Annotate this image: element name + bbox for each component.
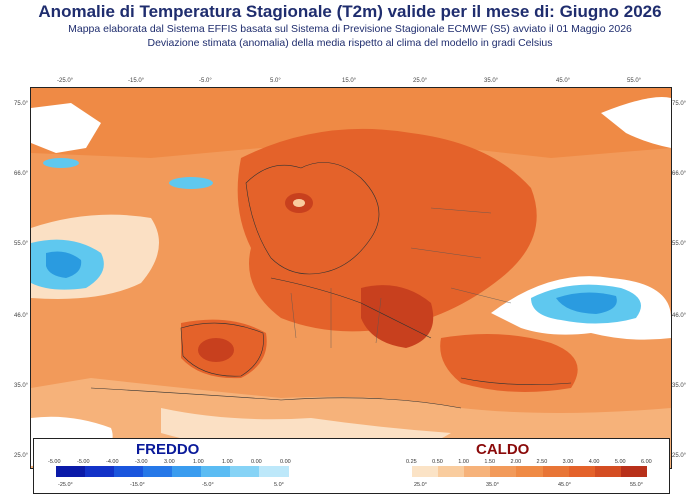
legend-warm-lon-label: 25.0° (414, 482, 427, 488)
legend-warm-swatch (438, 466, 465, 477)
legend-cold-swatch (172, 466, 202, 477)
legend-warm-swatch (620, 466, 648, 477)
hot-spot-core (293, 199, 305, 207)
legend-cold-swatch (85, 466, 115, 477)
lat-label: 75.0° (14, 101, 29, 107)
warm-anomaly-north (31, 88, 671, 158)
legend-cold-lon-label: -5.0° (202, 482, 214, 488)
coastline (90, 387, 462, 409)
legend-warm-title: CALDO (476, 441, 530, 458)
legend-warm-swatch (568, 466, 596, 477)
lat-label: 55.0° (14, 241, 29, 247)
warm-anomaly-balkans (361, 285, 434, 348)
border-line (410, 207, 512, 304)
legend-warm-swatch (464, 466, 491, 477)
warm-anomaly-anatolia (440, 334, 578, 392)
legend-warm-value: 6.00 (641, 459, 652, 465)
legend-warm-value: 1.50 (484, 459, 496, 465)
border-line (290, 288, 382, 348)
legend-cold-lon-label: -25.0° (58, 482, 73, 488)
map-title: Anomalie di Temperatura Stagionale (T2m)… (38, 2, 662, 21)
lon-label: 25.0° (413, 78, 428, 84)
lon-label: -15.0° (128, 78, 145, 84)
lat-label: 75.0° (672, 101, 687, 107)
legend-cold-swatch (230, 466, 260, 477)
lon-label: 15.0° (342, 78, 357, 84)
legend-warm-swatch (412, 466, 439, 477)
legend-warm-swatch (594, 466, 622, 477)
legend-warm-value: 1.00 (458, 459, 469, 465)
lon-label: 45.0° (556, 78, 571, 84)
lat-label: 46.0° (14, 313, 29, 319)
coastline (270, 277, 432, 339)
legend-cold-value: -5.00 (48, 459, 61, 465)
cold-anomaly-small (43, 158, 79, 168)
lat-label: 66.0° (14, 171, 29, 177)
legend-warm-swatch (490, 466, 517, 477)
lat-label: 25.0° (672, 453, 687, 459)
legend-cold-value: 3.00 (164, 459, 175, 465)
map-subtitle-source: Mappa elaborata dal Sistema EFFIS basata… (68, 23, 632, 35)
neutral-area (601, 97, 671, 148)
legend-cold-swatch (201, 466, 231, 477)
legend-cold-swatch (259, 466, 289, 477)
lon-label: -5.0° (199, 78, 212, 84)
legend-warm-value: 2.00 (510, 459, 522, 465)
lat-label: 46.0° (672, 313, 687, 319)
lat-label: 25.0° (14, 453, 29, 459)
legend-warm-value: 2.50 (536, 459, 548, 465)
anomaly-map (30, 87, 672, 469)
coastline (460, 377, 572, 385)
lat-label: 66.0° (672, 171, 687, 177)
legend: FREDDO CALDO -5.00 -5.00 -4.00 -3.00 3.00 1.0… (33, 438, 670, 494)
legend-cold-value: 0.00 (251, 459, 262, 465)
lat-label: 55.0° (672, 241, 687, 247)
legend-cold-value: 0.00 (280, 459, 291, 465)
neutral-area (31, 103, 101, 153)
lat-label: 35.0° (672, 383, 687, 389)
legend-warm-swatch (516, 466, 544, 477)
coastline (180, 322, 264, 377)
legend-warm-lon-label: 55.0° (630, 482, 643, 488)
coastline (245, 162, 380, 275)
cold-anomaly-east-core (556, 292, 617, 314)
cold-anomaly-small (169, 177, 213, 189)
legend-cold-value: -3.00 (135, 459, 148, 465)
legend-warm-lon-label: 45.0° (558, 482, 571, 488)
map-subtitle-description: Deviazione stimata (anomalia) della medi… (147, 37, 553, 49)
legend-warm-value: 0.25 (406, 459, 417, 465)
legend-warm-value: 3.00 (562, 459, 574, 465)
legend-cold-value: 1.00 (222, 459, 233, 465)
lat-label: 35.0° (14, 383, 29, 389)
legend-warm-swatch (542, 466, 570, 477)
legend-cold-lon-label: 5.0° (274, 482, 284, 488)
hot-spot-iberia (198, 338, 234, 362)
lon-label: 55.0° (627, 78, 642, 84)
legend-cold-title: FREDDO (136, 441, 200, 458)
lon-label: 5.0° (270, 78, 281, 84)
legend-cold-value: -4.00 (106, 459, 119, 465)
legend-cold-swatch (143, 466, 173, 477)
legend-cold-value: 1.00 (193, 459, 204, 465)
legend-cold-swatch (56, 466, 86, 477)
lon-label: 35.0° (484, 78, 499, 84)
cold-anomaly-atlantic-core (46, 251, 82, 278)
legend-warm-value: 5.00 (614, 459, 626, 465)
warm-anomaly-europe (237, 128, 537, 332)
lon-label: -25.0° (57, 78, 74, 84)
legend-warm-value: 4.00 (588, 459, 600, 465)
anomaly-map-svg (31, 88, 671, 468)
legend-cold-value: -5.00 (77, 459, 90, 465)
legend-warm-value: 0.50 (432, 459, 443, 465)
legend-warm-lon-label: 35.0° (486, 482, 499, 488)
legend-cold-lon-label: -15.0° (130, 482, 145, 488)
legend-cold-swatch (114, 466, 144, 477)
